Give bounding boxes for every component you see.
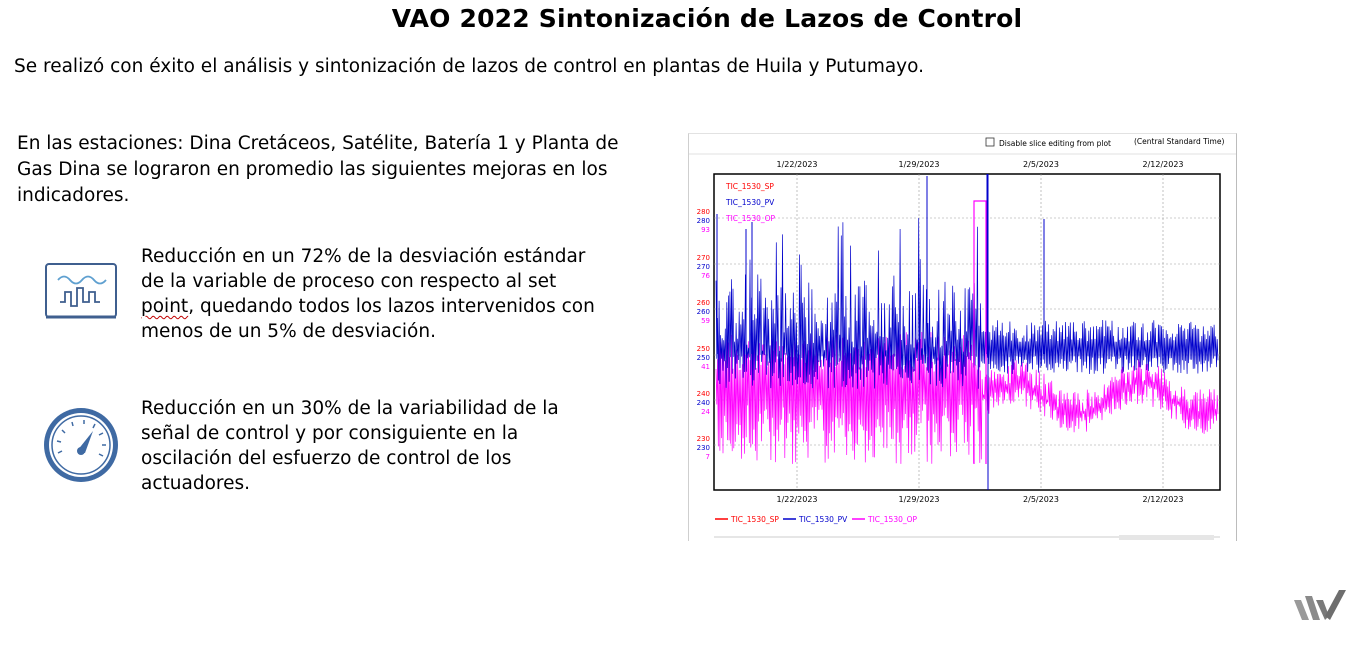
x-tick-top-2: 2/5/2023 [1023, 160, 1059, 169]
op-step [973, 200, 987, 464]
y-tick-tic_1530_op-0: 93 [701, 226, 710, 234]
y-tick-tic_1530_sp-3: 250 [697, 345, 710, 353]
bullet-std-deviation: Reducción en un 72% de la desviación est… [141, 244, 611, 344]
x-tick-bottom-3: 2/12/2023 [1142, 495, 1183, 504]
x-tick-top-1: 1/29/2023 [898, 160, 939, 169]
bullet-control-variability: Reducción en un 30% de la variabilidad d… [141, 396, 611, 496]
intro-text: Se realizó con éxito el análisis y sinto… [14, 56, 925, 77]
x-tick-bottom-1: 1/29/2023 [898, 495, 939, 504]
y-tick-tic_1530_sp-2: 260 [697, 299, 710, 307]
y-tick-tic_1530_sp-0: 280 [697, 208, 710, 216]
series-line-pv [715, 218, 1219, 389]
x-tick-top-3: 2/12/2023 [1142, 160, 1183, 169]
legend-inner-op: TIC_1530_OP [725, 214, 776, 223]
y-axes: 2802809327027076260260592502504124024024… [697, 208, 711, 461]
y-tick-tic_1530_pv-0: 280 [697, 217, 710, 225]
gauge-icon [41, 405, 121, 485]
legend-bottom-op: TIC_1530_OP [867, 515, 918, 524]
timezone-label: (Central Standard Time) [1134, 137, 1224, 146]
x-tick-bottom-2: 2/5/2023 [1023, 495, 1059, 504]
y-tick-tic_1530_op-4: 24 [701, 408, 710, 416]
y-tick-tic_1530_op-2: 59 [701, 317, 710, 325]
legend-inner-sp: TIC_1530_SP [725, 182, 774, 191]
y-tick-tic_1530_sp-4: 240 [697, 390, 710, 398]
disable-slice-label: Disable slice editing from plot [999, 139, 1111, 148]
series-traces [715, 174, 1219, 490]
disable-slice-checkbox[interactable] [985, 137, 995, 147]
y-tick-tic_1530_pv-1: 270 [697, 263, 710, 271]
legend-bottom-sp: TIC_1530_SP [730, 515, 779, 524]
y-tick-tic_1530_pv-4: 240 [697, 399, 710, 407]
chart-scrollbar[interactable] [1119, 535, 1214, 540]
bullet-text-post: , quedando todos los lazos intervenidos … [141, 296, 595, 342]
y-tick-tic_1530_pv-5: 230 [697, 444, 710, 452]
trend-chart-panel: Disable slice editing from plot (Central… [688, 133, 1237, 541]
bullet-text-pre: Reducción en un 72% de la desviación est… [141, 246, 586, 292]
y-tick-tic_1530_sp-5: 230 [697, 435, 710, 443]
bullet-text-pre: Reducción en un 30% de la variabilidad d… [141, 398, 559, 494]
y-tick-tic_1530_op-3: 41 [701, 363, 710, 371]
y-tick-tic_1530_op-5: 7 [706, 453, 710, 461]
series-line-op [715, 331, 1219, 464]
y-tick-tic_1530_pv-2: 260 [697, 308, 710, 316]
spellcheck-word: point [141, 296, 189, 317]
legend-bottom-pv: TIC_1530_PV [798, 515, 848, 524]
y-tick-tic_1530_pv-3: 250 [697, 354, 710, 362]
signal-monitor-icon [44, 262, 118, 322]
x-tick-top-0: 1/22/2023 [776, 160, 817, 169]
trend-chart: Disable slice editing from plot (Central… [689, 137, 1236, 540]
x-tick-bottom-0: 1/22/2023 [776, 495, 817, 504]
stations-text: En las estaciones: Dina Cretáceos, Satél… [17, 133, 619, 206]
y-tick-tic_1530_op-1: 76 [701, 272, 710, 280]
slide-title: VAO 2022 Sintonización de Lazos de Contr… [391, 4, 1023, 33]
y-tick-tic_1530_sp-1: 270 [697, 254, 710, 262]
legend-inner-pv: TIC_1530_PV [725, 198, 775, 207]
company-logo [1292, 586, 1348, 624]
